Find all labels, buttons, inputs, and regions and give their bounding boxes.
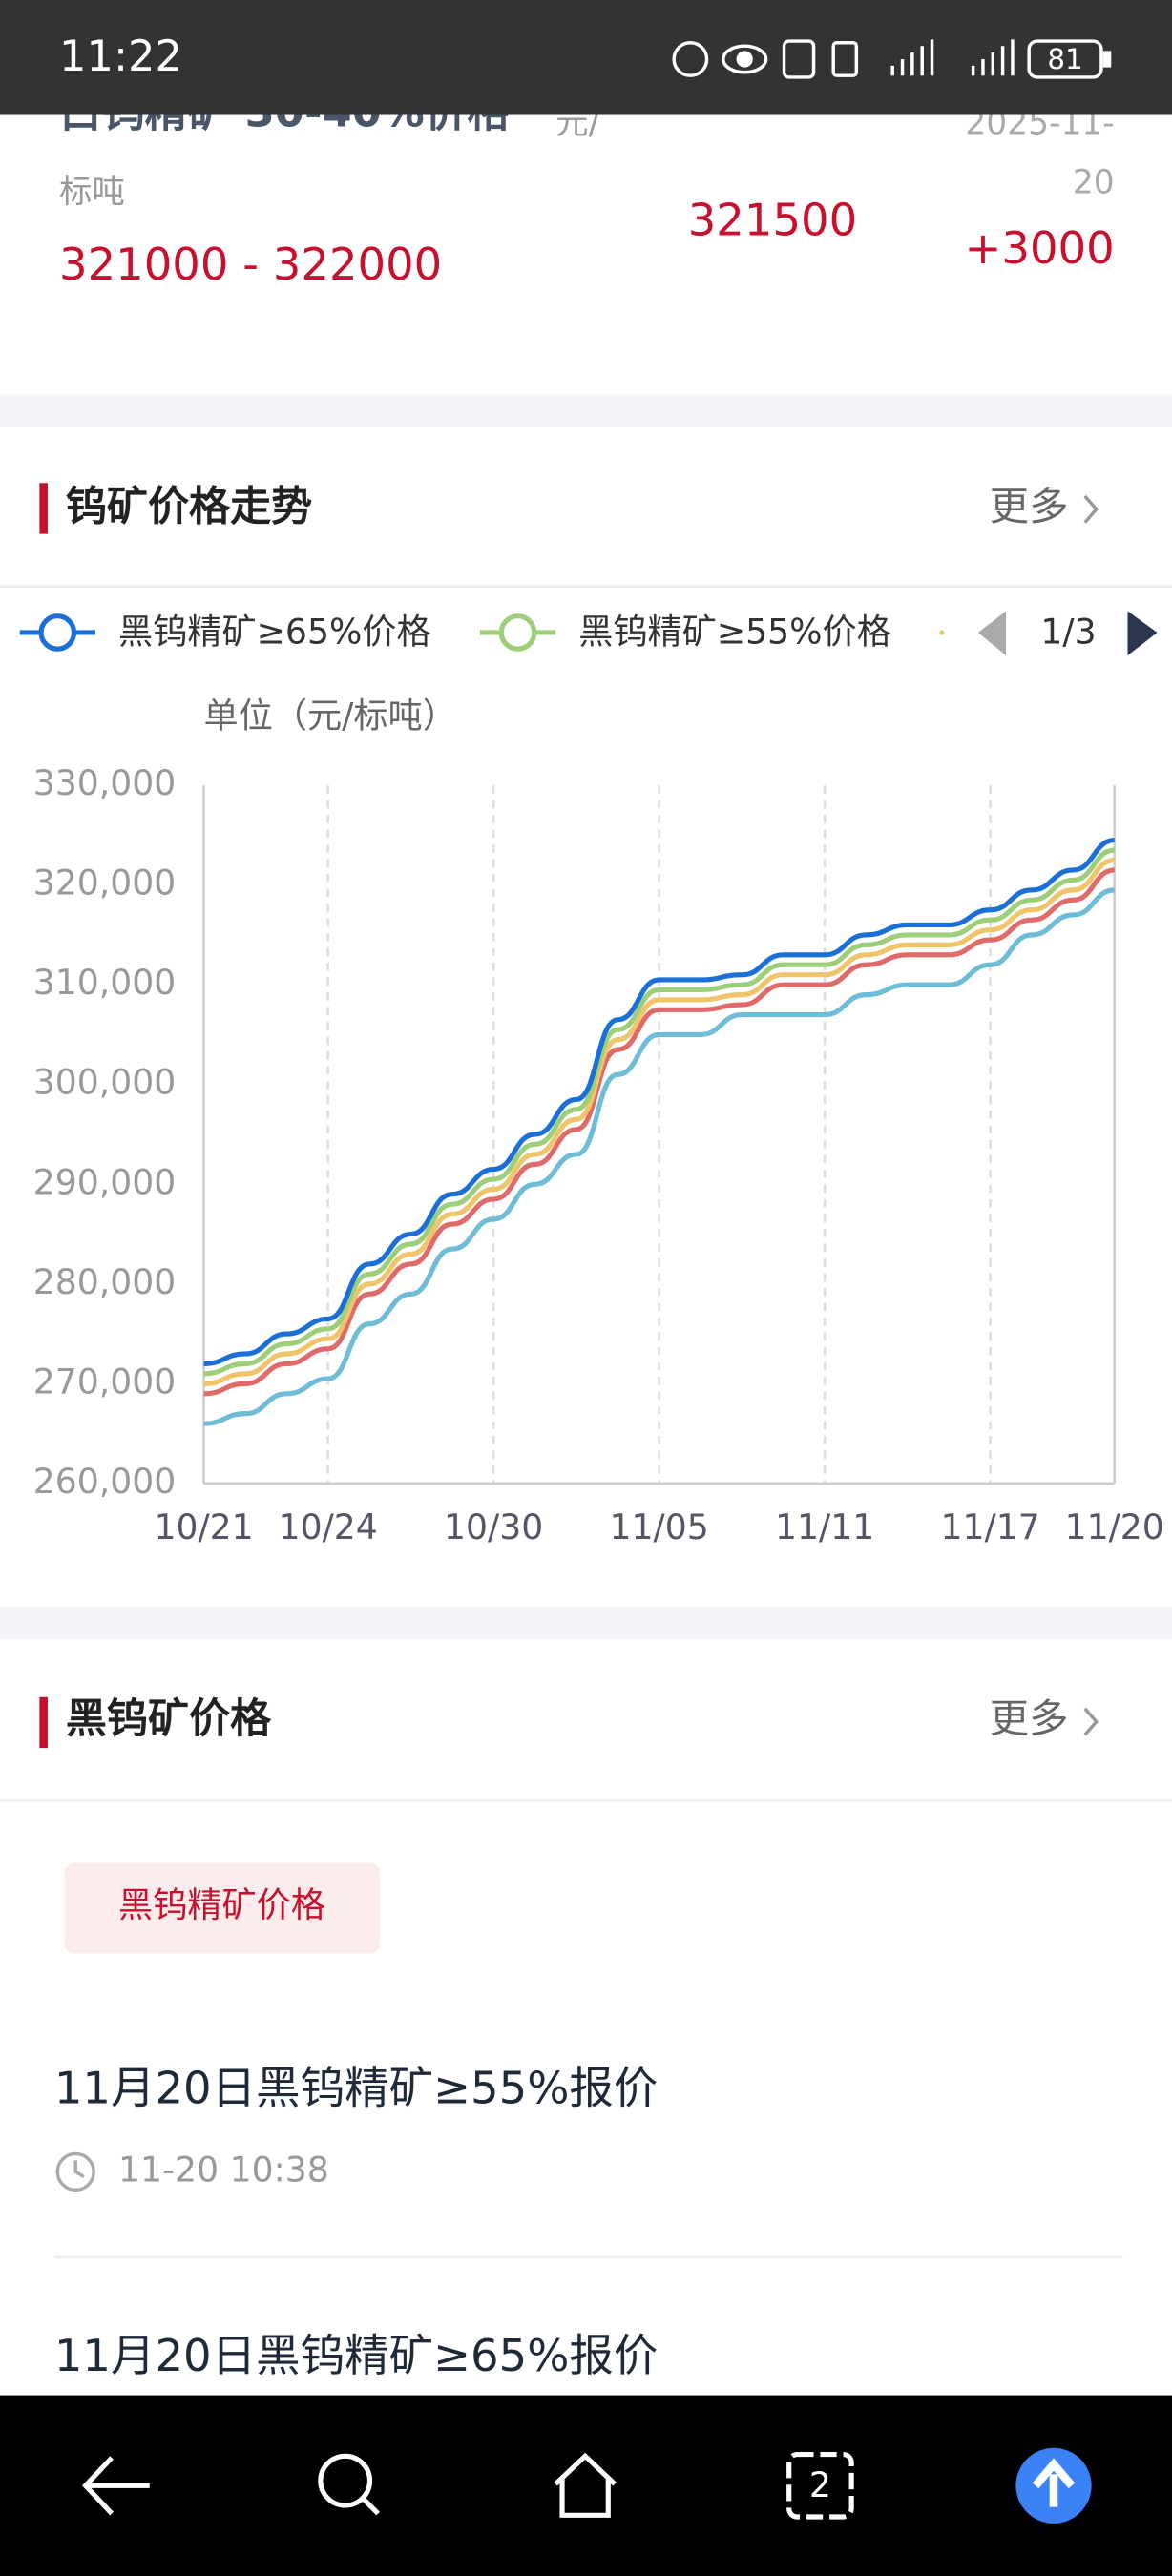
y-tick-label: 300,000 — [33, 1062, 177, 1103]
tag[interactable]: 黑钨精矿价格 — [64, 1862, 380, 1954]
tag-label[interactable]: 黑钨精矿价格 — [118, 1884, 325, 1925]
x-tick-label: 11/11 — [775, 1506, 874, 1548]
article-time: 11-20 10:38 — [118, 2149, 329, 2190]
chevron — [1083, 494, 1099, 524]
chevron — [1083, 1707, 1099, 1736]
price-change: +3000 — [964, 222, 1114, 274]
section-title: 黑钨矿价格 — [66, 1695, 272, 1743]
unit-label: 单位（元/标吨） — [204, 695, 457, 736]
legend-marker — [38, 613, 77, 652]
series-line — [203, 857, 1116, 1386]
more-link[interactable]: 更多 — [990, 1696, 1099, 1742]
article-title[interactable]: 11月20日黑钨精矿≥65%报价 — [54, 2330, 659, 2381]
tag-bg[interactable] — [64, 1862, 380, 1954]
series-line — [203, 887, 1116, 1426]
y-tick-label: 270,000 — [33, 1361, 177, 1402]
legend-marker — [939, 630, 945, 635]
home-button[interactable] — [554, 2452, 617, 2518]
legend: 黑钨精矿≥65%价格 黑钨精矿≥55%价格 — [19, 612, 945, 653]
y-tick-label: 280,000 — [33, 1261, 177, 1302]
series-line — [203, 847, 1116, 1377]
tabs-count: 2 — [809, 2464, 831, 2505]
clock: 11:22 — [59, 31, 182, 81]
back-button[interactable] — [82, 2456, 150, 2516]
article-title[interactable]: 11月20日黑钨精矿≥55%报价 — [54, 2063, 659, 2114]
more[interactable]: 更多 — [990, 1696, 1069, 1742]
x-tick-label: 11/05 — [610, 1506, 709, 1548]
average-price: 321500 — [688, 195, 857, 246]
plot: 260,000 270,000 280,000 290,000 300,000 310,0… — [33, 762, 1164, 1548]
x-tick-label: 11/20 — [1065, 1506, 1164, 1548]
separator — [0, 394, 1172, 427]
y-tick-label: 260,000 — [33, 1461, 177, 1502]
pager: 1/3 — [1040, 612, 1096, 653]
more[interactable]: 更多 — [990, 484, 1069, 530]
x-tick-label: 11/17 — [941, 1506, 1040, 1548]
next-page[interactable] — [1127, 611, 1158, 656]
y-tick-label: 310,000 — [33, 962, 177, 1003]
accent-bar — [39, 483, 48, 534]
y-tick-label: 330,000 — [33, 762, 177, 803]
legend-label: 黑钨精矿≥65%价格 — [118, 612, 431, 653]
accent-bar — [39, 1696, 48, 1749]
prev-page[interactable] — [977, 611, 1007, 656]
x-tick-label: 10/21 — [154, 1506, 253, 1548]
search-button[interactable] — [318, 2453, 380, 2516]
price-range: 321000 - 322000 — [59, 239, 442, 290]
legend-label: 黑钨精矿≥55%价格 — [578, 612, 891, 653]
nav-bar — [0, 2395, 1172, 2576]
series-line — [203, 867, 1116, 1397]
section-title: 钨矿价格走势 — [66, 483, 312, 530]
clock-icon — [55, 2151, 95, 2192]
upload-arrow — [1032, 2458, 1076, 2507]
y-tick-label: 320,000 — [33, 862, 177, 904]
status-icons — [672, 39, 1112, 79]
clock-hands — [73, 2160, 85, 2179]
date: 20 — [1073, 163, 1115, 201]
tabs-button[interactable] — [786, 2451, 854, 2520]
status-bar — [0, 0, 1172, 115]
x-tick-label: 10/24 — [279, 1506, 378, 1548]
y-tick-label: 290,000 — [33, 1161, 177, 1202]
x-tick-label: 10/30 — [444, 1506, 543, 1548]
more-link[interactable]: 更多 — [990, 484, 1099, 530]
legend-marker — [498, 613, 537, 652]
unit: 标吨 — [59, 174, 125, 212]
series-line — [203, 838, 1116, 1367]
separator — [0, 1607, 1172, 1640]
battery-level: 81 — [1047, 43, 1082, 75]
